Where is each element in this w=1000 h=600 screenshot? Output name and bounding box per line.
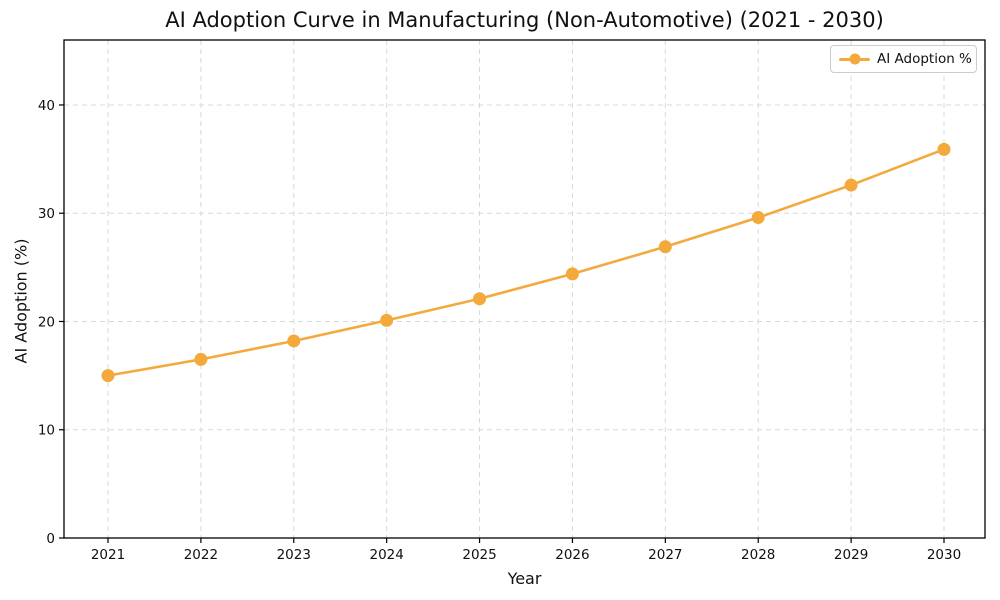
data-point (565, 267, 579, 281)
x-tick-label: 2028 (741, 547, 775, 563)
data-point (380, 313, 394, 327)
x-axis-title: Year (507, 569, 542, 588)
data-point (194, 352, 208, 366)
series-line (106, 148, 946, 377)
plot-border (63, 39, 986, 539)
legend-line-marker-icon (839, 52, 870, 66)
x-tick-label: 2026 (555, 547, 589, 563)
data-point (287, 334, 301, 348)
data-point (937, 142, 951, 156)
x-tick-label: 2024 (369, 547, 403, 563)
y-tick-label: 10 (38, 423, 55, 439)
y-axis-title: AI Adoption (%) (11, 238, 31, 364)
x-tick-label: 2023 (277, 547, 311, 563)
legend-label: AI Adoption % (877, 51, 972, 67)
data-point (473, 292, 487, 306)
y-tick-label: 20 (38, 314, 55, 330)
x-tick-label: 2029 (834, 547, 868, 563)
x-tick-label: 2022 (184, 547, 218, 563)
data-point (751, 211, 765, 225)
x-tick-label: 2021 (91, 547, 125, 563)
legend: AI Adoption % (830, 45, 977, 73)
x-tick-label: 2027 (648, 547, 682, 563)
x-tick-label: 2025 (462, 547, 496, 563)
data-point (658, 240, 672, 254)
x-tick-label: 2030 (927, 547, 961, 563)
data-point (844, 178, 858, 192)
y-tick-label: 0 (46, 531, 55, 547)
y-tick-label: 30 (38, 206, 55, 222)
data-point (101, 369, 115, 383)
chart-title: AI Adoption Curve in Manufacturing (Non-… (165, 8, 884, 32)
y-tick-label: 40 (38, 98, 55, 114)
